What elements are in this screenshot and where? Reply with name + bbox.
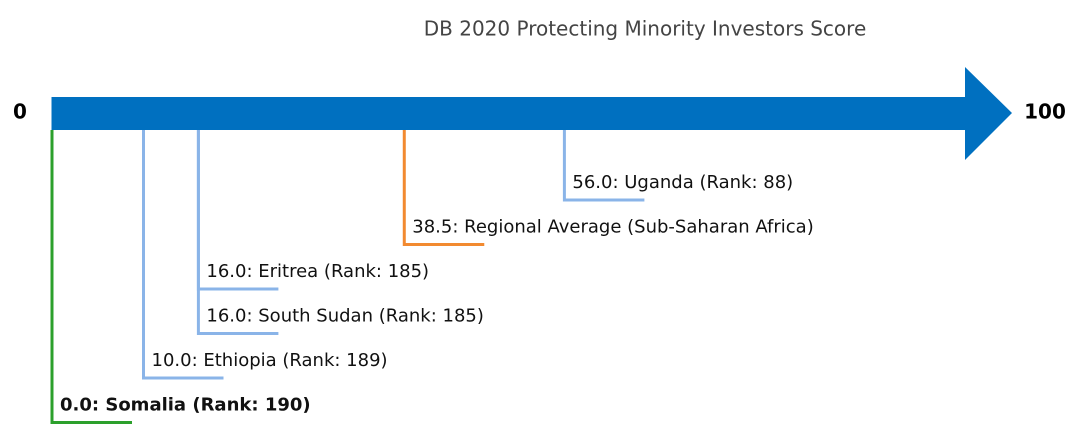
- marker-label: 16.0: Eritrea (Rank: 185): [206, 261, 429, 282]
- chart-title: DB 2020 Protecting Minority Investors Sc…: [424, 17, 867, 41]
- marker-label: 56.0: Uganda (Rank: 88): [572, 172, 793, 193]
- marker-label: 10.0: Ethiopia (Rank: 189): [152, 350, 388, 371]
- marker-label: 0.0: Somalia (Rank: 190): [60, 395, 311, 416]
- marker-label: 16.0: South Sudan (Rank: 185): [206, 306, 483, 327]
- tick-label: 0: [13, 100, 27, 124]
- marker-line: [196, 130, 279, 335]
- marker-line: [142, 130, 224, 380]
- marker-line: [402, 130, 485, 246]
- marker-line: [50, 130, 132, 424]
- tick-label: 100: [1024, 100, 1066, 124]
- marker-label: 38.5: Regional Average (Sub-Saharan Afri…: [412, 217, 813, 238]
- marker-line: [562, 130, 645, 202]
- axis-arrow: [52, 67, 1012, 160]
